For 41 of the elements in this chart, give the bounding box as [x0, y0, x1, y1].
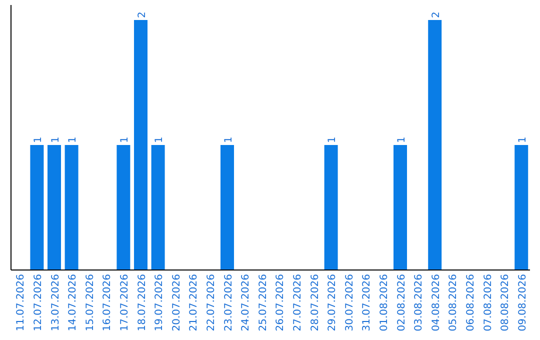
data-label: 1: [327, 136, 338, 143]
x-tick-label: 04.08.2026: [430, 274, 442, 332]
x-tick-label: 31.07.2026: [362, 274, 373, 332]
x-tick-label: 28.07.2026: [310, 274, 321, 332]
x-tick-label: 26.07.2026: [275, 274, 286, 332]
data-label: 1: [223, 136, 234, 143]
x-tick-label: 21.07.2026: [188, 274, 200, 332]
x-tick-label: 03.08.2026: [414, 274, 425, 332]
x-tick-label: 25.07.2026: [258, 274, 269, 332]
data-label: 1: [32, 136, 44, 143]
x-tick-label: 16.07.2026: [102, 274, 114, 332]
data-label: 1: [154, 136, 166, 143]
x-tick-label: 22.07.2026: [206, 274, 217, 332]
x-tick-label: 14.07.2026: [68, 274, 79, 332]
x-tick-label: 15.07.2026: [84, 274, 96, 332]
x-tick-label: 17.07.2026: [119, 274, 130, 332]
x-tick-label: 19.07.2026: [154, 274, 166, 332]
x-tick-label: 09.08.2026: [517, 274, 528, 332]
x-tick-label: 07.08.2026: [482, 274, 494, 332]
data-label: 1: [517, 136, 528, 143]
x-tick-label: 01.08.2026: [378, 274, 390, 332]
data-label: 1: [68, 136, 79, 143]
data-label: 2: [430, 12, 442, 18]
x-tick-label: 06.08.2026: [465, 274, 476, 332]
x-tick-label: 23.07.2026: [223, 274, 234, 332]
x-tick-label: 08.08.2026: [500, 274, 512, 332]
data-label: 1: [119, 136, 130, 143]
x-tick-label: 02.08.2026: [396, 274, 408, 332]
data-label: 1: [50, 136, 62, 143]
x-tick-label: 18.07.2026: [136, 274, 148, 332]
x-tick-label: 13.07.2026: [50, 274, 62, 332]
data-label: 2: [136, 12, 148, 18]
x-tick-label: 27.07.2026: [292, 274, 304, 332]
x-tick-label: 24.07.2026: [240, 274, 252, 332]
x-tick-label: 12.07.2026: [32, 274, 44, 332]
x-tick-label: 20.07.2026: [171, 274, 182, 332]
x-tick-label: 11.07.2026: [16, 274, 27, 332]
x-tick-label: 29.07.2026: [327, 274, 338, 332]
data-label: 1: [396, 136, 408, 143]
x-tick-label: 05.08.2026: [448, 274, 460, 332]
x-tick-label: 30.07.2026: [344, 274, 356, 332]
